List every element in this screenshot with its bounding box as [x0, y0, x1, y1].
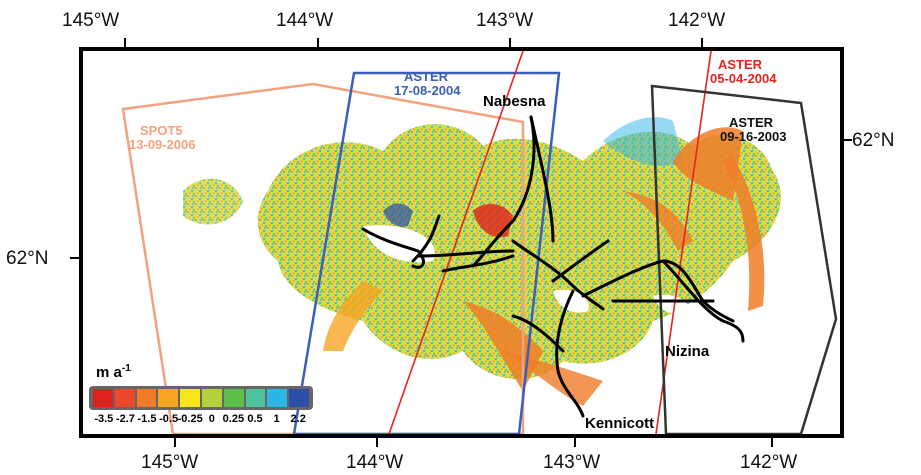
aster-2003-label-sensor: ASTER — [729, 115, 774, 130]
legend-colorbar — [89, 386, 313, 410]
glacier-label-kennicott: Kennicott — [585, 415, 654, 432]
legend-swatch — [223, 389, 244, 407]
spot5-label-sensor: SPOT5 — [140, 123, 183, 138]
glacier-label-nizina: Nizina — [665, 343, 710, 360]
top-tick-145w: 145°W — [62, 10, 120, 31]
aster-2004-04-boundary-right — [655, 51, 712, 434]
top-tick-143w: 143°W — [476, 10, 534, 31]
aster-2004-04-boundary-left — [388, 51, 524, 434]
legend-title: m a-1 — [96, 363, 131, 381]
legend-swatch — [289, 389, 309, 407]
legend-swatch — [245, 389, 266, 407]
legend-swatch — [158, 389, 179, 407]
spot5-label-date: 13-09-2006 — [129, 137, 196, 152]
bottom-tick-143w: 143°W — [543, 452, 601, 473]
bottom-tick-142w: 142°W — [740, 452, 798, 473]
aster-2003-footprint — [650, 84, 838, 434]
legend-tick-labels: -3.5 -2.7 -1.5 -0.5 -0.25 0 0.25 0.5 1 2.2 — [89, 413, 313, 429]
legend-swatch — [267, 389, 288, 407]
legend-tick-label: 0.25 — [222, 413, 245, 425]
bottom-tick-144w: 144°W — [346, 452, 404, 473]
glacier-label-nabesna: Nabesna — [483, 93, 546, 110]
aster-2004-04-label-date: 05-04-2004 — [710, 71, 777, 86]
legend-swatch — [93, 389, 113, 407]
map-frame: SPOT5 13-09-2006 ASTER 17-08-2004 ASTER … — [79, 47, 844, 438]
legend-tick-label: -3.5 — [94, 413, 114, 425]
top-tick-142w: 142°W — [668, 10, 726, 31]
legend-tick-label: -1.5 — [137, 413, 157, 425]
aster-2004-04-label-sensor: ASTER — [718, 57, 763, 72]
legend-swatch — [180, 389, 200, 407]
right-tick-62n: 62°N — [852, 130, 895, 151]
glacier-elevation-change-field — [183, 117, 781, 406]
aster-2004-08-label-sensor: ASTER — [404, 69, 449, 84]
legend-tick-label: -2.7 — [115, 413, 135, 425]
map-canvas: SPOT5 13-09-2006 ASTER 17-08-2004 ASTER … — [121, 51, 838, 434]
legend-swatch — [201, 389, 222, 407]
aster-2004-08-footprint — [292, 71, 561, 434]
legend-tick-label: 0.5 — [247, 413, 263, 425]
legend-tick-label: 1 — [273, 413, 280, 425]
glacier-centerlines — [361, 115, 745, 418]
legend-swatch — [114, 389, 135, 407]
legend-title-text: m a — [96, 364, 122, 381]
legend-tick-label: 2.2 — [290, 413, 306, 425]
aster-2003-label-date: 09-16-2003 — [720, 129, 787, 144]
legend-tick-label: 0 — [208, 413, 215, 425]
legend-tick-label: -0.5 — [159, 413, 179, 425]
top-tick-144w: 144°W — [276, 10, 334, 31]
legend-tick-label: -0.25 — [177, 413, 203, 425]
legend: m a-1 -3.5 -2.7 -1.5 -0.5 -0.25 0 0.25 0.5 1 2.2 — [86, 363, 314, 431]
legend-swatch — [136, 389, 157, 407]
aster-2004-08-label-date: 17-08-2004 — [394, 83, 461, 98]
left-tick-62n: 62°N — [6, 248, 49, 269]
legend-title-superscript: -1 — [121, 363, 131, 374]
spot5-footprint — [121, 82, 525, 434]
bottom-tick-145w: 145°W — [141, 452, 199, 473]
